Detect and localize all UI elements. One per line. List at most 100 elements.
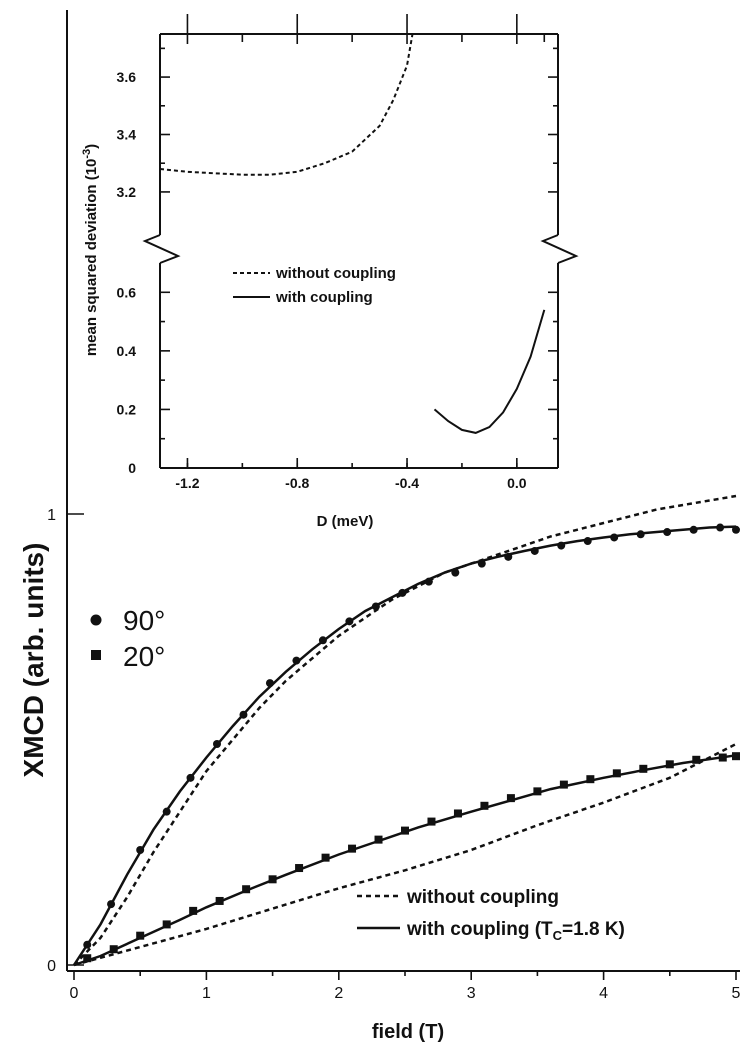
data-point-20deg xyxy=(506,794,515,803)
legend-circle-marker xyxy=(90,614,102,626)
main-series-line-4 xyxy=(73,742,737,967)
main-x-tick-label: 0 xyxy=(70,985,79,1002)
data-point-90deg xyxy=(716,523,725,532)
inset-y-tick-label: 3.4 xyxy=(117,127,137,143)
main-x-tick-label: 2 xyxy=(334,985,343,1002)
data-point-90deg xyxy=(504,552,513,561)
main-x-tick-label: 5 xyxy=(732,985,741,1002)
inset-series-line-0 xyxy=(159,33,414,176)
data-point-20deg xyxy=(612,769,621,778)
data-point-90deg xyxy=(186,773,195,782)
data-point-20deg xyxy=(732,752,740,761)
data-point-20deg xyxy=(692,755,701,764)
inset-x-axis-label: D (meV) xyxy=(317,513,374,530)
data-point-90deg xyxy=(530,546,539,555)
data-point-20deg xyxy=(639,764,648,773)
data-point-90deg xyxy=(477,559,486,568)
main-y-tick-label: 1 xyxy=(47,507,56,524)
marker-legend: 90° 20° xyxy=(90,605,165,672)
main-y-tick-label: 0 xyxy=(47,958,56,975)
main-y-axis-label: XMCD (arb. units) xyxy=(18,543,49,778)
data-point-90deg xyxy=(265,679,274,688)
inset-x-tick-label: -0.8 xyxy=(285,475,309,491)
legend-without-coupling-label: without coupling xyxy=(406,887,559,908)
main-plot: 0 1 2 3 4 5 0 1 XMCD (arb. units) field (T) 90°… xyxy=(18,10,741,1043)
data-point-20deg xyxy=(83,954,92,963)
data-point-20deg xyxy=(533,787,542,796)
data-point-20deg xyxy=(321,853,330,862)
legend-square-marker xyxy=(91,650,101,660)
main-x-tick-label: 1 xyxy=(202,985,211,1002)
legend-with-coupling-end: =1.8 K) xyxy=(562,919,625,940)
data-point-90deg xyxy=(371,602,380,611)
inset-series xyxy=(159,33,546,434)
inset-legend-without-coupling: without coupling xyxy=(275,265,396,282)
line-legend: without coupling with coupling (TC=1.8 K… xyxy=(357,887,625,943)
data-point-90deg xyxy=(239,710,248,719)
data-point-20deg xyxy=(718,753,727,762)
data-point-20deg xyxy=(242,885,251,894)
inset-legend: without coupling with coupling xyxy=(233,265,396,306)
data-point-20deg xyxy=(586,775,595,784)
inset-y-tick-label: 3.2 xyxy=(117,184,137,200)
data-point-20deg xyxy=(109,945,118,954)
inset-y-label-text: mean squared deviation (10 xyxy=(83,159,100,357)
data-point-90deg xyxy=(398,588,407,597)
main-x-tick-label: 3 xyxy=(467,985,476,1002)
data-point-90deg xyxy=(636,530,645,539)
inset-x-tick-label: -1.2 xyxy=(175,475,199,491)
inset-y-tick-label: 0.4 xyxy=(117,343,137,359)
data-point-90deg xyxy=(583,537,592,546)
inset-x-tick-label: -0.4 xyxy=(395,475,419,491)
data-point-90deg xyxy=(424,577,433,586)
main-series-line-2 xyxy=(73,494,737,966)
data-point-20deg xyxy=(480,801,489,810)
inset-plot: -1.2 -0.8 -0.4 0.0 0 0.2 0.4 0.6 3.2 3.4 3.6 mean … xyxy=(81,14,579,530)
legend-with-coupling-text: with coupling (T xyxy=(406,919,553,940)
inset-y-tick-label: 0.2 xyxy=(117,401,137,417)
main-x-axis-label: field (T) xyxy=(372,1021,444,1043)
data-point-90deg xyxy=(732,525,740,534)
data-point-90deg xyxy=(610,533,619,542)
legend-20-label: 20° xyxy=(123,641,165,672)
data-point-90deg xyxy=(663,528,672,537)
data-point-20deg xyxy=(374,835,383,844)
inset-y-axis-label: mean squared deviation (10-3) xyxy=(81,144,100,356)
legend-with-coupling-label: with coupling (TC=1.8 K) xyxy=(406,919,625,943)
inset-y-tick-label: 3.6 xyxy=(117,69,137,85)
inset-right-axis-break xyxy=(540,234,579,264)
inset-y-tick-label: 0 xyxy=(128,460,136,476)
data-point-90deg xyxy=(318,636,327,645)
main-x-tick-label: 4 xyxy=(599,985,608,1002)
legend-90-label: 90° xyxy=(123,605,165,636)
data-point-20deg xyxy=(665,760,674,769)
legend-with-coupling-sub: C xyxy=(553,928,563,943)
data-point-20deg xyxy=(189,906,198,915)
inset-x-tick-label: 0.0 xyxy=(507,475,527,491)
main-ticks: 0 1 2 3 4 5 0 1 xyxy=(47,507,740,1002)
data-point-90deg xyxy=(107,900,116,909)
data-point-20deg xyxy=(162,920,171,929)
inset-y-label-sup: -3 xyxy=(81,149,93,159)
data-point-20deg xyxy=(136,931,145,940)
inset-left-axis-break xyxy=(142,234,181,264)
data-point-90deg xyxy=(292,656,301,665)
data-point-20deg xyxy=(215,896,224,905)
inset-series-line-1 xyxy=(433,309,546,434)
main-series xyxy=(72,494,740,967)
data-point-20deg xyxy=(348,844,357,853)
data-point-90deg xyxy=(451,568,460,577)
data-point-20deg xyxy=(559,780,568,789)
inset-y-tick-label: 0.6 xyxy=(117,284,137,300)
data-point-20deg xyxy=(268,875,277,884)
data-point-90deg xyxy=(689,525,698,534)
data-point-20deg xyxy=(427,817,436,826)
main-series-line-5 xyxy=(73,754,737,967)
data-point-20deg xyxy=(295,864,304,873)
data-point-90deg xyxy=(345,617,354,626)
inset-background xyxy=(160,34,558,468)
inset-y-label-end: ) xyxy=(83,144,100,149)
data-point-20deg xyxy=(401,826,409,835)
data-point-90deg xyxy=(557,541,566,550)
